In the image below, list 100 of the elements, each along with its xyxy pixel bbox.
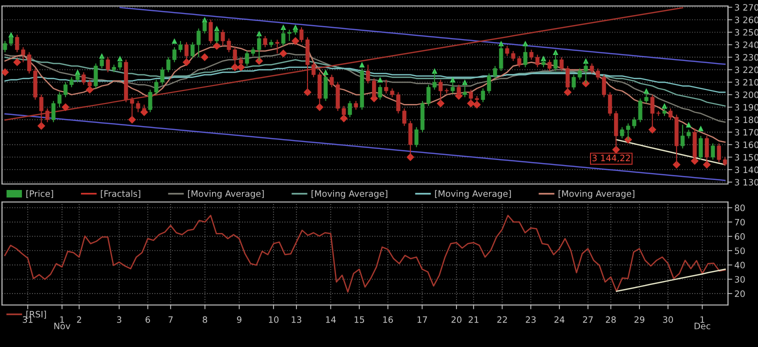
candlestick: [602, 74, 606, 98]
candlestick: [208, 19, 213, 44]
x-tick-label: 16: [383, 316, 393, 323]
x-tick-label: 14: [326, 316, 336, 323]
candlestick: [426, 84, 431, 106]
x-tick-label: 13: [292, 316, 302, 323]
candlestick: [662, 105, 666, 116]
candlestick: [51, 100, 56, 123]
candlestick: [263, 35, 268, 48]
candlestick: [614, 110, 618, 150]
candlestick: [548, 59, 552, 72]
x-tick-label: 15: [354, 316, 364, 323]
line-series: [616, 268, 726, 292]
candlestick: [232, 46, 237, 68]
candlestick: [130, 96, 134, 120]
point: [279, 50, 288, 58]
candlestick: [499, 42, 504, 72]
candlestick: [190, 42, 195, 59]
candlestick: [70, 76, 74, 88]
y-tick-label: 80: [734, 204, 745, 212]
y-tick-label: 70: [734, 218, 745, 226]
x-tick-label: 24: [554, 316, 564, 323]
candlestick: [710, 142, 715, 160]
y-tick-label: 50: [734, 247, 745, 254]
x-tick-label: 22: [497, 316, 507, 323]
candlestick: [372, 78, 376, 99]
candlestick: [238, 56, 243, 68]
candlestick: [596, 68, 600, 80]
legend-label: [Price]: [26, 190, 54, 198]
line-series: [4, 214, 726, 293]
candlestick: [529, 49, 534, 60]
x-tick-label: 6: [146, 316, 150, 323]
x-tick-label: 2: [77, 316, 82, 323]
x-tick-label: 1: [60, 316, 64, 323]
point: [2, 68, 9, 76]
line-series: [119, 6, 726, 65]
x-tick-label: 8: [202, 316, 208, 323]
candlestick: [64, 82, 68, 98]
candlestick: [608, 92, 612, 116]
candlestick: [318, 72, 322, 108]
x-tick-label: 20: [452, 316, 462, 323]
x-tick-label: 29: [634, 316, 644, 323]
candlestick: [590, 62, 594, 74]
candlestick: [480, 88, 485, 103]
candlestick: [698, 135, 703, 160]
x-tick-label: 10: [268, 316, 279, 323]
point: [13, 58, 22, 66]
candlestick: [487, 72, 492, 94]
x-tick-label: 21: [468, 316, 478, 323]
text: Dec: [694, 322, 710, 330]
point: [62, 103, 70, 112]
point: [686, 122, 692, 128]
candlestick: [178, 40, 182, 53]
candlestick: [414, 126, 418, 148]
candlestick: [468, 89, 473, 104]
candlestick: [275, 39, 280, 54]
y-tick-label: 40: [734, 262, 745, 268]
point: [291, 37, 300, 45]
candlestick: [3, 40, 8, 53]
candlestick: [523, 42, 528, 68]
x-tick-label: 23: [526, 316, 536, 323]
text: Nov: [54, 322, 70, 330]
legend-label: [Moving Average]: [435, 190, 511, 199]
candlestick: [106, 56, 110, 73]
x-tick-label: 3: [117, 316, 122, 323]
point: [172, 38, 178, 44]
x-tick-label: 17: [418, 316, 427, 323]
candlestick: [366, 64, 370, 84]
x-tick-label: 28: [606, 316, 616, 323]
point: [200, 53, 209, 62]
candlestick: [535, 54, 540, 68]
y-tick-label: 20: [734, 290, 745, 298]
point: [212, 42, 221, 50]
point: [698, 126, 704, 132]
candlestick: [716, 142, 721, 163]
x-tick-label: 9: [237, 316, 242, 323]
candlestick: [650, 94, 654, 130]
x-tick-label: 7: [168, 316, 173, 323]
candlestick: [668, 108, 673, 120]
y-tick-label: 30: [734, 276, 745, 283]
candlestick: [184, 42, 189, 63]
candlestick: [57, 92, 62, 108]
candlestick: [172, 46, 176, 63]
candlestick: [432, 70, 437, 90]
candlestick: [348, 100, 352, 118]
candlestick: [493, 65, 498, 79]
candlestick: [299, 26, 304, 43]
y-tick-label: 60: [734, 233, 745, 240]
line-series: [4, 7, 684, 121]
legend-label: [Moving Average]: [558, 190, 634, 199]
annotation: 3 144,22: [592, 154, 630, 162]
legend-label: [Moving Average]: [312, 190, 388, 199]
x-tick-label: 30: [663, 316, 673, 323]
candlestick: [456, 84, 461, 98]
candlestick: [378, 84, 382, 100]
legend-label: [Fractals]: [100, 190, 140, 198]
candlestick: [257, 32, 262, 62]
candlestick: [118, 58, 122, 70]
point: [377, 76, 383, 82]
x-tick-label: 27: [583, 316, 593, 323]
